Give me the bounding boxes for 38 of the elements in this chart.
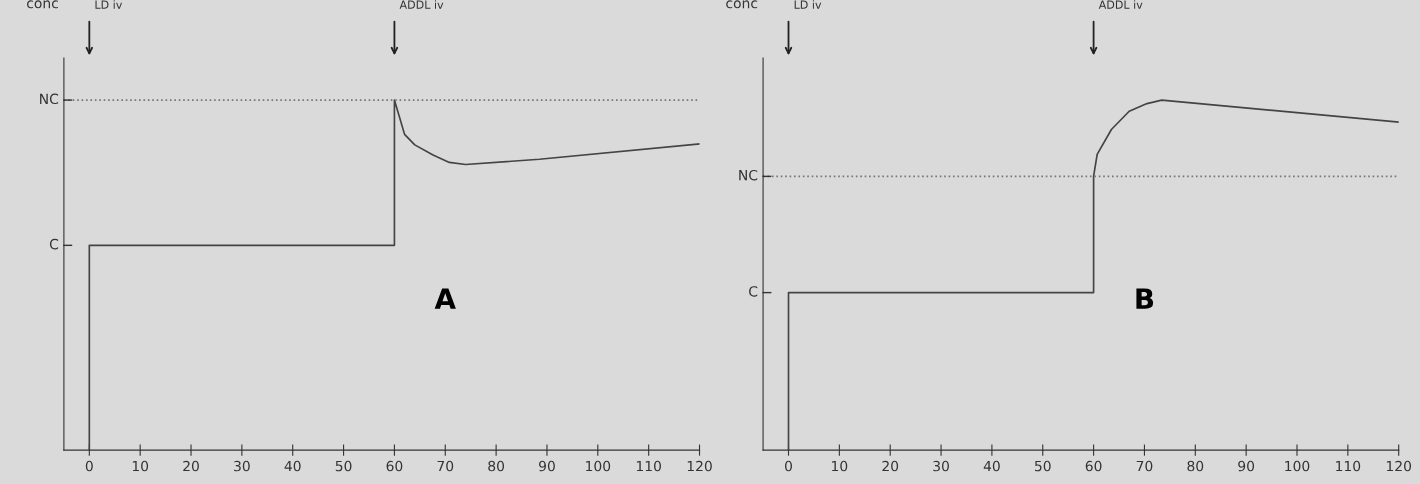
text: C [49,238,59,250]
x-tick-label: 120 [687,460,712,472]
x-tick-label: 110 [1336,460,1361,472]
y-axis-title: conc [726,0,758,9]
ref-line-label: NC [40,93,59,105]
text: C [749,286,758,297]
text: ADDL iv [399,0,444,9]
ref-line-label: NC [739,169,758,181]
text: LD iv [794,0,822,9]
x-tick-label: 0 [85,460,93,472]
x-tick-label: 100 [586,460,611,472]
x-tick-label: 70 [1136,460,1153,472]
x-tick-label: 60 [386,460,403,472]
x-tick-label: 40 [983,460,1000,472]
x-tick-label: 30 [234,460,250,472]
annotation: B [1136,288,1154,309]
x-tick-label: 80 [1187,460,1204,472]
x-tick-label: 50 [1034,460,1051,472]
x-tick-label: 70 [437,460,454,472]
x-tick-label: 10 [832,460,848,472]
annotation: A [434,288,456,309]
x-tick-label: 20 [882,460,899,472]
y-axis-title: conc [27,0,58,9]
x-tick-label: 100 [1285,460,1310,472]
x-tick-label: 90 [1238,460,1255,472]
text: ADDL iv [1098,0,1143,9]
x-tick-label: 20 [183,460,199,472]
x-tick-label: 120 [1386,460,1412,472]
x-tick-label: 30 [933,460,949,472]
x-tick-label: 10 [132,460,149,472]
x-tick-label: 50 [335,460,352,472]
x-tick-label: 40 [284,460,301,472]
x-tick-label: 0 [785,460,792,472]
text: LD iv [95,0,123,9]
x-tick-label: 110 [636,460,661,472]
x-tick-label: 90 [539,460,555,472]
x-tick-label: 80 [488,460,505,472]
x-tick-label: 60 [1085,460,1102,472]
